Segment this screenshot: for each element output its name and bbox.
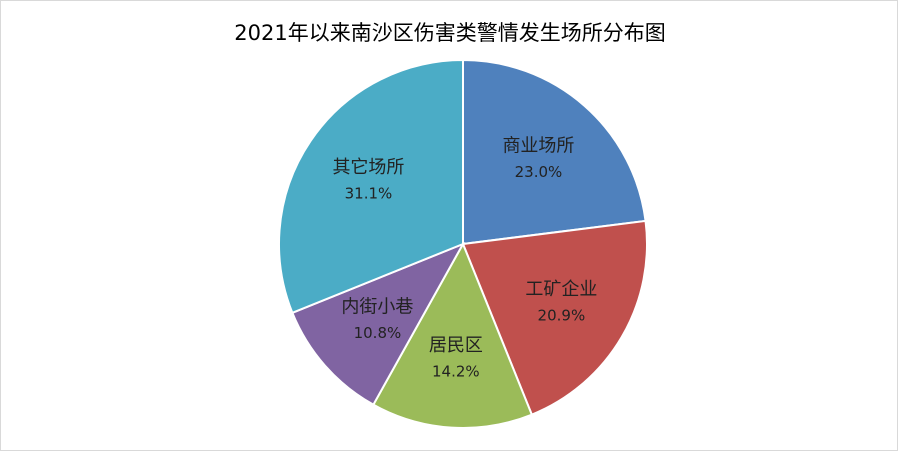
pie-slice — [291, 242, 466, 407]
slice-value-label: 10.8% — [354, 324, 402, 342]
slice-value-label: 14.2% — [432, 362, 480, 380]
slice-value-label: 20.9% — [538, 306, 586, 324]
slice-label: 内街小巷 — [341, 296, 413, 317]
slice-label: 其它场所 — [332, 157, 404, 178]
slice-label: 商业场所 — [502, 135, 574, 156]
slice-value-label: 23.0% — [515, 163, 563, 181]
slice-label: 工矿企业 — [525, 279, 597, 300]
pie-slice — [462, 58, 647, 246]
slice-value-label: 31.1% — [345, 185, 393, 203]
pie-slice — [371, 241, 534, 429]
pie-slice — [278, 58, 464, 315]
slice-label: 居民区 — [429, 335, 483, 356]
pie-slice — [461, 219, 648, 416]
chart-title: 2021年以来南沙区伤害类警情发生场所分布图 — [234, 21, 665, 45]
